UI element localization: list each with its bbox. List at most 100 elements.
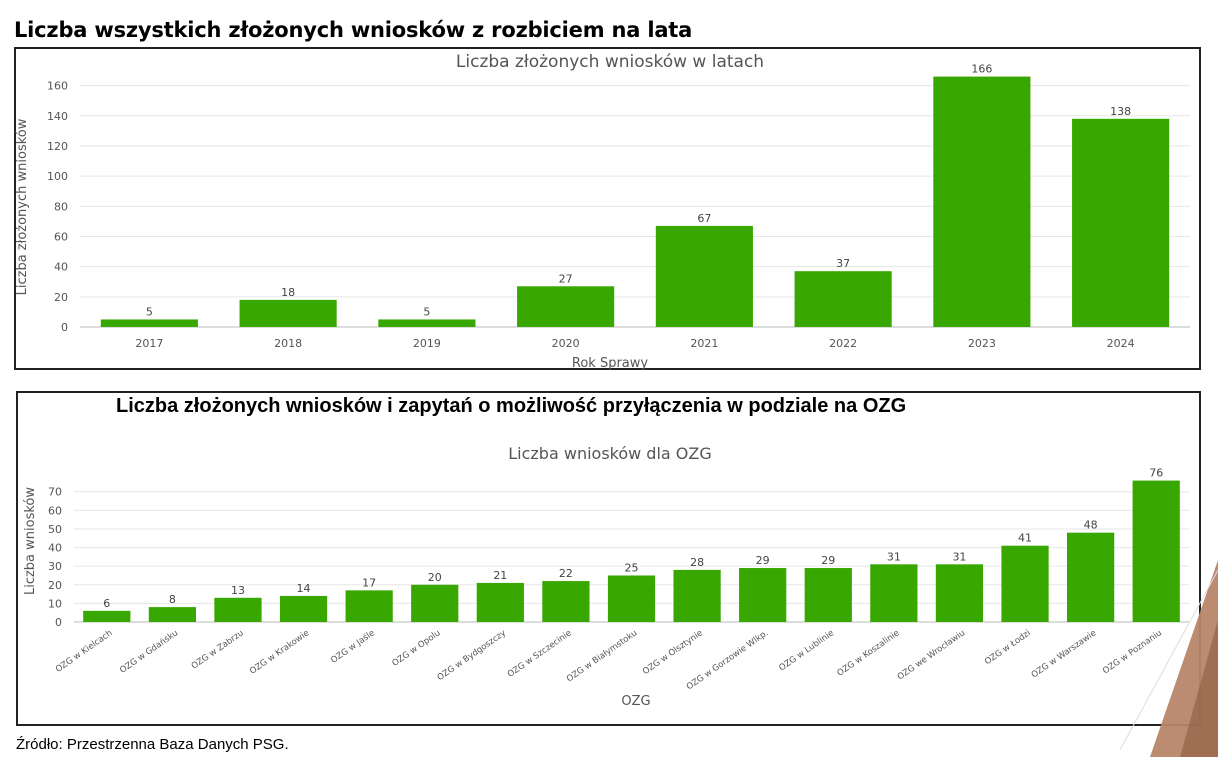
x-tick-label: 2018: [274, 337, 302, 350]
chart-bar: [655, 225, 753, 327]
data-label: 17: [362, 576, 376, 589]
ozg-applications-chart: Liczba wniosków dla OZG 0 10 20 30 40 50 60 70 6 O…: [23, 444, 1189, 709]
x-tick-label: OZG w Warszawie: [1030, 628, 1099, 680]
data-label: 48: [1084, 519, 1098, 532]
data-label: 21: [493, 569, 507, 582]
chart-bar: [345, 590, 393, 622]
x-tick-label: 2022: [829, 337, 857, 350]
chart-bar: [279, 595, 328, 622]
y-tick-label: 60: [48, 504, 62, 517]
chart-bar: [933, 76, 1031, 327]
data-label: 18: [281, 286, 295, 299]
data-label: 13: [231, 584, 245, 597]
chart-bar: [148, 607, 196, 622]
data-label: 166: [971, 63, 992, 76]
data-label: 25: [625, 561, 639, 574]
chart-bar: [794, 271, 892, 327]
data-label: 41: [1018, 532, 1032, 545]
data-label: 27: [559, 272, 573, 285]
chart-title: Liczba wniosków dla OZG: [508, 444, 712, 463]
y-axis-title: Liczba złożonych wniosków: [15, 118, 30, 295]
y-tick-label: 120: [47, 140, 68, 153]
yearly-chart-panel: Liczba złożonych wniosków w latach 0 20 40 6…: [14, 47, 1201, 371]
corner-line: [1119, 569, 1218, 751]
data-label: 67: [697, 212, 711, 225]
x-tick-label: 2017: [135, 337, 163, 350]
y-tick-label: 30: [48, 560, 62, 573]
page-heading: Liczba wszystkich złożonych wniosków z r…: [14, 18, 693, 42]
data-label: 8: [169, 593, 176, 606]
source-label: Źródło: [16, 736, 59, 753]
x-tick-label: OZG w Opolu: [390, 628, 442, 669]
data-label: 5: [423, 305, 430, 318]
x-tick-label: OZG w Krakowie: [248, 628, 311, 676]
x-axis-title: OZG: [621, 694, 650, 709]
chart-bar: [239, 299, 337, 327]
chart-bar: [1067, 532, 1115, 622]
y-tick-label: 10: [48, 597, 62, 610]
yearly-applications-chart: Liczba złożonych wniosków w latach 0 20 40 6…: [15, 52, 1190, 371]
x-tick-label: OZG w Olsztynie: [641, 628, 705, 677]
y-axis-title: Liczba wniosków: [23, 487, 38, 595]
x-tick-label: OZG w Kielcach: [54, 628, 115, 675]
y-tick-label: 40: [48, 542, 62, 555]
source-note: Źródło: Przestrzenna Baza Danych PSG.: [16, 736, 289, 753]
chart-bar: [378, 319, 476, 327]
y-tick-label: 140: [47, 110, 68, 123]
x-tick-label: 2021: [690, 337, 718, 350]
data-label: 5: [146, 305, 153, 318]
y-tick-label: 50: [48, 523, 62, 536]
data-label: 76: [1149, 467, 1163, 480]
panel2-heading: Liczba złożonych wniosków i zapytań o mo…: [116, 395, 907, 417]
data-label: 138: [1110, 105, 1131, 118]
y-tick-label: 20: [54, 291, 68, 304]
corner-triangle-dark: [1180, 620, 1218, 757]
data-label: 20: [428, 571, 442, 584]
x-tick-label: OZG w Jaśle: [329, 627, 377, 665]
chart-bar: [1001, 545, 1049, 622]
y-tick-label: 80: [54, 200, 68, 213]
chart-bar: [739, 568, 787, 622]
chart-title: Liczba złożonych wniosków w latach: [456, 52, 764, 72]
x-tick-label: OZG we Wrocławiu: [896, 628, 967, 682]
data-label: 14: [297, 582, 311, 595]
chart-bar: [476, 582, 524, 622]
chart-bar: [100, 319, 198, 327]
data-label: 6: [103, 597, 110, 610]
x-tick-label: OZG w Szczecinie: [506, 628, 574, 680]
chart-bar: [673, 569, 721, 622]
data-label: 29: [756, 554, 770, 567]
y-tick-label: 100: [47, 170, 68, 183]
chart-bar: [870, 564, 918, 622]
x-axis-title: Rok Sprawy: [572, 356, 649, 371]
x-tick-label: 2019: [413, 337, 441, 350]
data-label: 31: [887, 550, 901, 563]
y-tick-label: 60: [54, 230, 68, 243]
x-tick-label: 2020: [552, 337, 580, 350]
x-tick-label: OZG w Zabrzu: [190, 628, 246, 671]
chart-bar: [83, 610, 131, 622]
x-tick-label: OZG w Łodzi: [983, 628, 1033, 667]
chart-bar: [607, 575, 656, 622]
y-tick-label: 160: [47, 80, 68, 93]
source-text: : Przestrzenna Baza Danych PSG.: [58, 736, 289, 753]
chart-bar: [517, 286, 615, 327]
data-label: 28: [690, 556, 704, 569]
y-tick-label: 0: [61, 321, 68, 334]
chart-bar: [1072, 118, 1170, 328]
x-tick-label: OZG w Koszalinie: [836, 628, 902, 678]
x-tick-label: OZG w Białymstoku: [565, 628, 639, 684]
x-tick-label: OZG w Gdańsku: [118, 628, 180, 675]
chart-bar: [214, 597, 262, 622]
data-label: 22: [559, 567, 573, 580]
x-tick-label: OZG w Bydgoszczy: [436, 628, 508, 683]
y-tick-label: 40: [54, 261, 68, 274]
y-tick-label: 20: [48, 579, 62, 592]
y-tick-label: 70: [48, 486, 62, 499]
chart-bar: [935, 564, 984, 622]
chart-bar: [411, 584, 459, 622]
y-tick-label: 0: [55, 616, 62, 629]
x-tick-label: 2023: [968, 337, 996, 350]
data-label: 29: [821, 554, 835, 567]
ozg-chart-panel: Liczba złożonych wniosków i zapytań o mo…: [16, 391, 1201, 726]
